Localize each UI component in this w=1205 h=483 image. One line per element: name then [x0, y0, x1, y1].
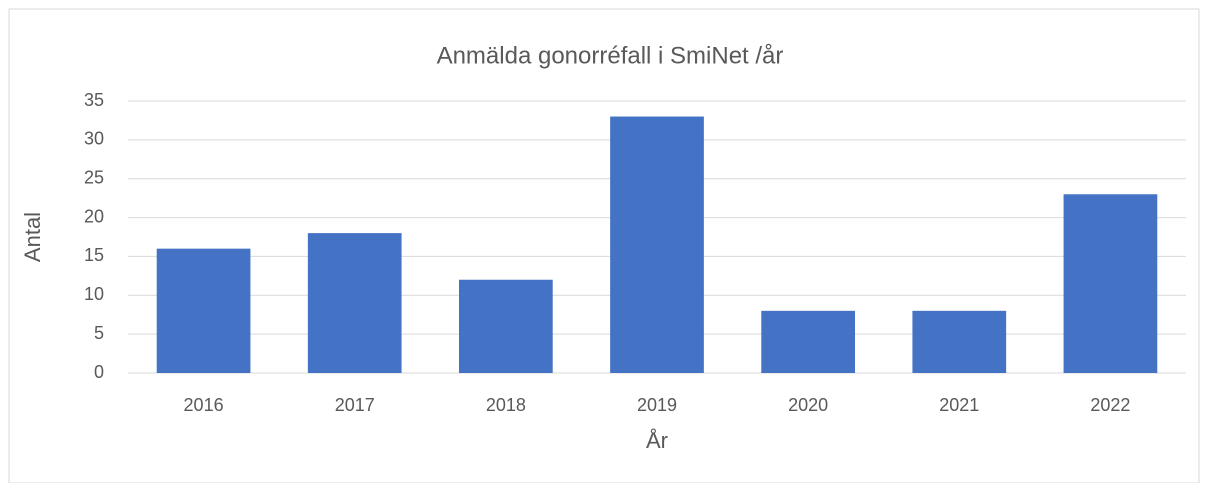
- y-tick-label: 10: [84, 284, 104, 304]
- bar: [156, 248, 251, 373]
- x-tick-label: 2017: [335, 395, 375, 415]
- x-tick-label: 2021: [939, 395, 979, 415]
- y-tick-label: 15: [84, 245, 104, 265]
- x-tick-label: 2022: [1090, 395, 1130, 415]
- y-tick-label: 30: [84, 129, 104, 149]
- y-tick-label: 20: [84, 206, 104, 226]
- x-tick-label: 2019: [637, 395, 677, 415]
- bar: [761, 310, 855, 373]
- bar: [1063, 194, 1158, 373]
- bar: [610, 116, 704, 374]
- chart-title: Anmälda gonorréfall i SmiNet /år: [437, 42, 784, 69]
- chart-frame: [8, 8, 1200, 483]
- y-axis-label: Antal: [20, 212, 45, 262]
- y-tick-label: 5: [94, 323, 104, 343]
- x-tick-label: 2016: [184, 395, 224, 415]
- bar: [459, 279, 553, 373]
- bar: [307, 233, 402, 373]
- x-tick-label: 2018: [486, 395, 526, 415]
- x-axis-label: År: [646, 428, 668, 453]
- x-tick-label: 2020: [788, 395, 828, 415]
- y-tick-label: 0: [94, 362, 104, 382]
- bar: [912, 310, 1007, 373]
- y-tick-label: 35: [84, 90, 104, 110]
- y-tick-label: 25: [84, 167, 104, 187]
